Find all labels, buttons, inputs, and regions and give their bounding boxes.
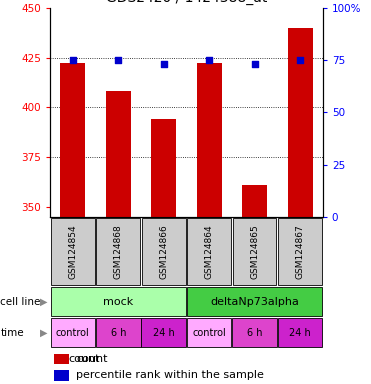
Bar	[54, 370, 69, 381]
Bar	[187, 218, 231, 285]
Bar	[50, 318, 95, 347]
Text: GSM124868: GSM124868	[114, 225, 123, 279]
Text: 24 h: 24 h	[289, 328, 311, 338]
Point	[206, 57, 212, 63]
Text: ▶: ▶	[40, 297, 47, 307]
Text: percentile rank within the sample: percentile rank within the sample	[76, 370, 264, 381]
Text: time: time	[0, 328, 24, 338]
Text: count: count	[69, 354, 100, 364]
Bar	[141, 318, 186, 347]
Text: 6 h: 6 h	[111, 328, 126, 338]
Bar	[51, 218, 95, 285]
Bar	[96, 318, 141, 347]
Text: GSM124854: GSM124854	[68, 225, 77, 279]
Point	[70, 57, 76, 63]
Bar	[278, 318, 322, 347]
Text: GSM124864: GSM124864	[205, 225, 214, 279]
Bar	[232, 318, 277, 347]
Bar	[278, 218, 322, 285]
Bar	[54, 354, 69, 364]
Point	[297, 57, 303, 63]
Bar	[151, 119, 176, 217]
Bar	[288, 28, 312, 217]
Point	[252, 61, 257, 67]
Bar	[242, 185, 267, 217]
Text: count: count	[76, 354, 108, 364]
Text: 6 h: 6 h	[247, 328, 262, 338]
Bar	[197, 63, 221, 217]
Bar	[106, 91, 131, 217]
Text: cell line: cell line	[0, 297, 41, 307]
Text: 24 h: 24 h	[153, 328, 175, 338]
Text: deltaNp73alpha: deltaNp73alpha	[210, 297, 299, 307]
Text: ▶: ▶	[40, 328, 47, 338]
Text: GSM124866: GSM124866	[159, 225, 168, 279]
Text: control: control	[192, 328, 226, 338]
Bar	[233, 218, 276, 285]
Text: GSM124865: GSM124865	[250, 225, 259, 279]
Text: mock: mock	[103, 297, 134, 307]
Point	[115, 57, 121, 63]
Text: GSM124867: GSM124867	[296, 225, 305, 279]
Bar	[142, 218, 186, 285]
Bar	[60, 63, 85, 217]
Point	[161, 61, 167, 67]
Text: control: control	[56, 328, 90, 338]
Bar	[50, 288, 186, 316]
Title: GDS2420 / 1424388_at: GDS2420 / 1424388_at	[106, 0, 267, 5]
Bar	[187, 288, 322, 316]
Bar	[96, 218, 140, 285]
Bar	[187, 318, 232, 347]
